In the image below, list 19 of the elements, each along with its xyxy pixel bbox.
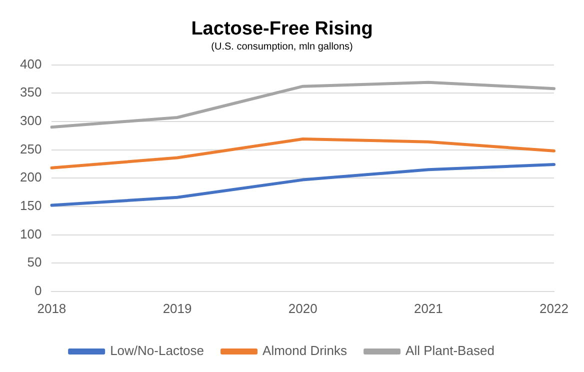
y-tick-label: 150 xyxy=(20,198,42,214)
y-tick-label: 200 xyxy=(20,170,42,185)
y-tick-label: 350 xyxy=(20,84,42,100)
y-tick-label: 0 xyxy=(34,282,42,298)
x-tick-label: 2019 xyxy=(162,300,192,316)
x-tick-label: 2020 xyxy=(288,300,318,316)
x-tick-label: 2021 xyxy=(414,300,443,316)
y-tick-label: 100 xyxy=(20,226,42,242)
legend-label: Low/No-Lactose xyxy=(110,343,204,358)
chart-title: Lactose-Free Rising xyxy=(191,18,373,40)
y-tick-label: 400 xyxy=(20,56,42,72)
x-tick-label: 2022 xyxy=(540,300,568,316)
legend-label: All Plant-Based xyxy=(406,343,494,358)
y-tick-label: 250 xyxy=(20,141,42,156)
x-tick-label: 2018 xyxy=(37,300,66,316)
y-tick-label: 50 xyxy=(27,254,42,270)
legend-label: Almond Drinks xyxy=(262,343,348,358)
chart-subtitle: (U.S. consumption, mln gallons) xyxy=(211,42,353,53)
y-tick-label: 300 xyxy=(20,113,42,128)
